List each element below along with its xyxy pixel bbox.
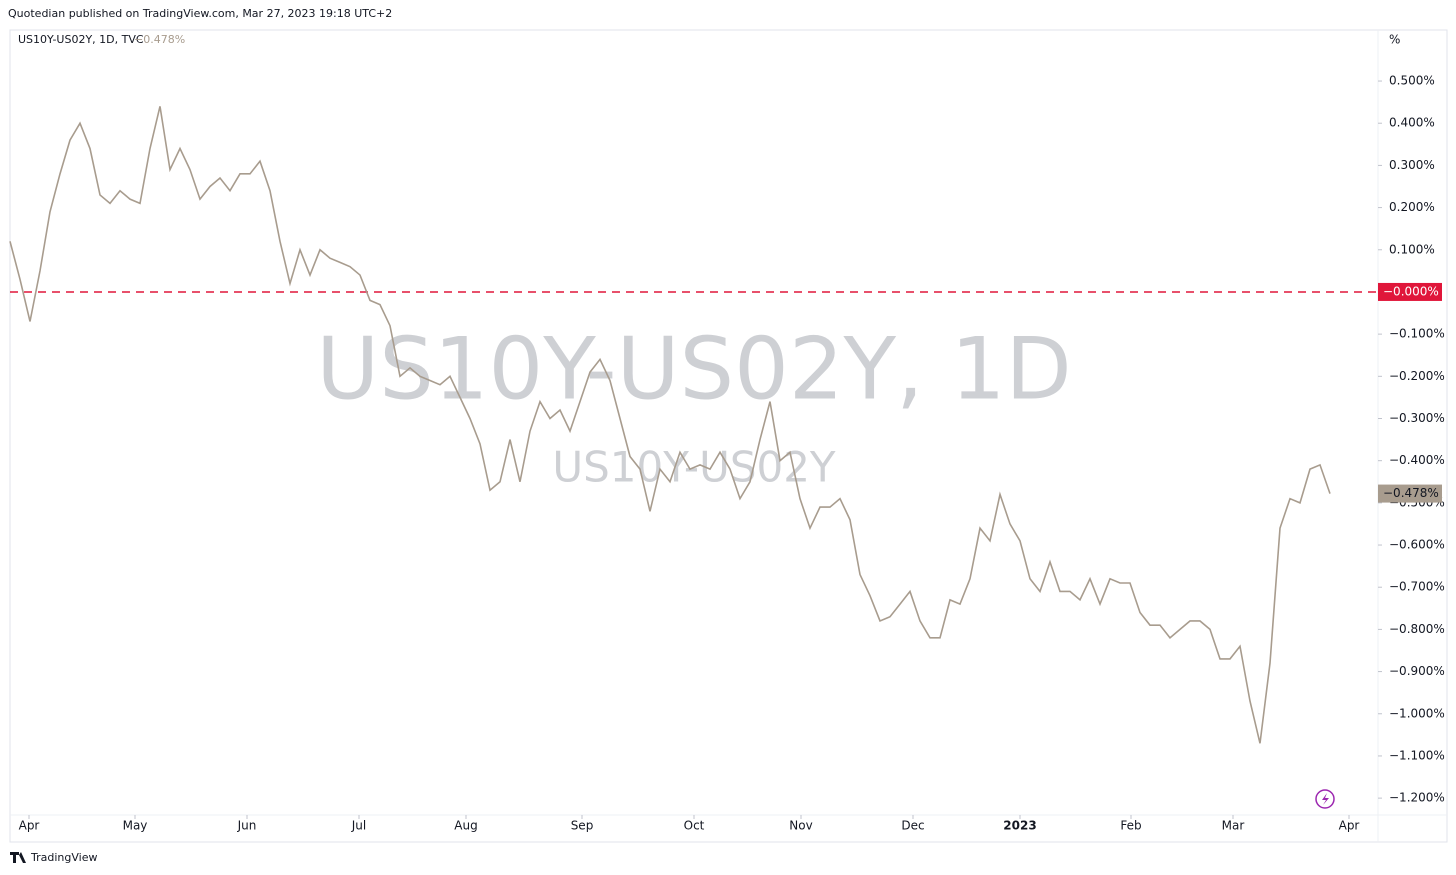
y-tick-label: −0.600% <box>1389 538 1445 552</box>
last-price-label: −0.478% <box>1383 486 1439 500</box>
y-tick-label: −1.000% <box>1389 706 1445 720</box>
x-tick-label: Jul <box>351 819 366 833</box>
price-line <box>9 106 1331 744</box>
y-tick-label: 0.400% <box>1389 116 1435 130</box>
y-tick-label: 0.100% <box>1389 242 1435 256</box>
y-tick-label: −0.800% <box>1389 622 1445 636</box>
symbol: US10Y-US02Y, 1D, TVC <box>18 33 144 46</box>
last-price-bg <box>1378 484 1442 503</box>
x-tick-label: Nov <box>789 819 812 833</box>
y-unit: % <box>1389 33 1400 47</box>
zero-label: −0.000% <box>1383 284 1439 298</box>
x-tick-label: 2023 <box>1003 819 1036 833</box>
y-tick-label: −0.300% <box>1389 411 1445 425</box>
y-tick-label: −0.200% <box>1389 369 1445 383</box>
x-tick-label: May <box>123 819 148 833</box>
y-tick-label: 0.200% <box>1389 200 1435 214</box>
publish-info: Quotedian published on TradingView.com, … <box>8 7 392 20</box>
y-tick-label: −0.100% <box>1389 327 1445 341</box>
y-tick-label: −0.700% <box>1389 580 1445 594</box>
y-tick-label: −0.400% <box>1389 453 1445 467</box>
x-tick-label: Jun <box>237 819 257 833</box>
y-tick-label: −1.200% <box>1389 791 1445 805</box>
x-tick-label: Feb <box>1120 819 1141 833</box>
lightning-glyph <box>1322 793 1329 805</box>
y-tick-label: 0.300% <box>1389 158 1435 172</box>
x-tick-label: Aug <box>454 819 477 833</box>
x-tick-label: Sep <box>571 819 594 833</box>
y-tick-label: −0.900% <box>1389 664 1445 678</box>
footer: TradingView <box>30 851 97 864</box>
watermark: US10Y-US02Y, 1D <box>316 319 1071 419</box>
x-tick-label: Oct <box>684 819 705 833</box>
y-tick-label: 0.500% <box>1389 74 1435 88</box>
tv-logo <box>10 852 26 863</box>
legend-value: −0.478% <box>134 33 185 46</box>
zero-label-bg <box>1378 282 1442 301</box>
y-tick-label: −1.100% <box>1389 748 1445 762</box>
x-tick-label: Apr <box>19 819 40 833</box>
x-tick-label: Apr <box>1339 819 1360 833</box>
x-tick-label: Mar <box>1222 819 1245 833</box>
chart-frame <box>9 29 1448 843</box>
x-tick-label: Dec <box>901 819 924 833</box>
lightning-icon[interactable] <box>1315 789 1335 809</box>
